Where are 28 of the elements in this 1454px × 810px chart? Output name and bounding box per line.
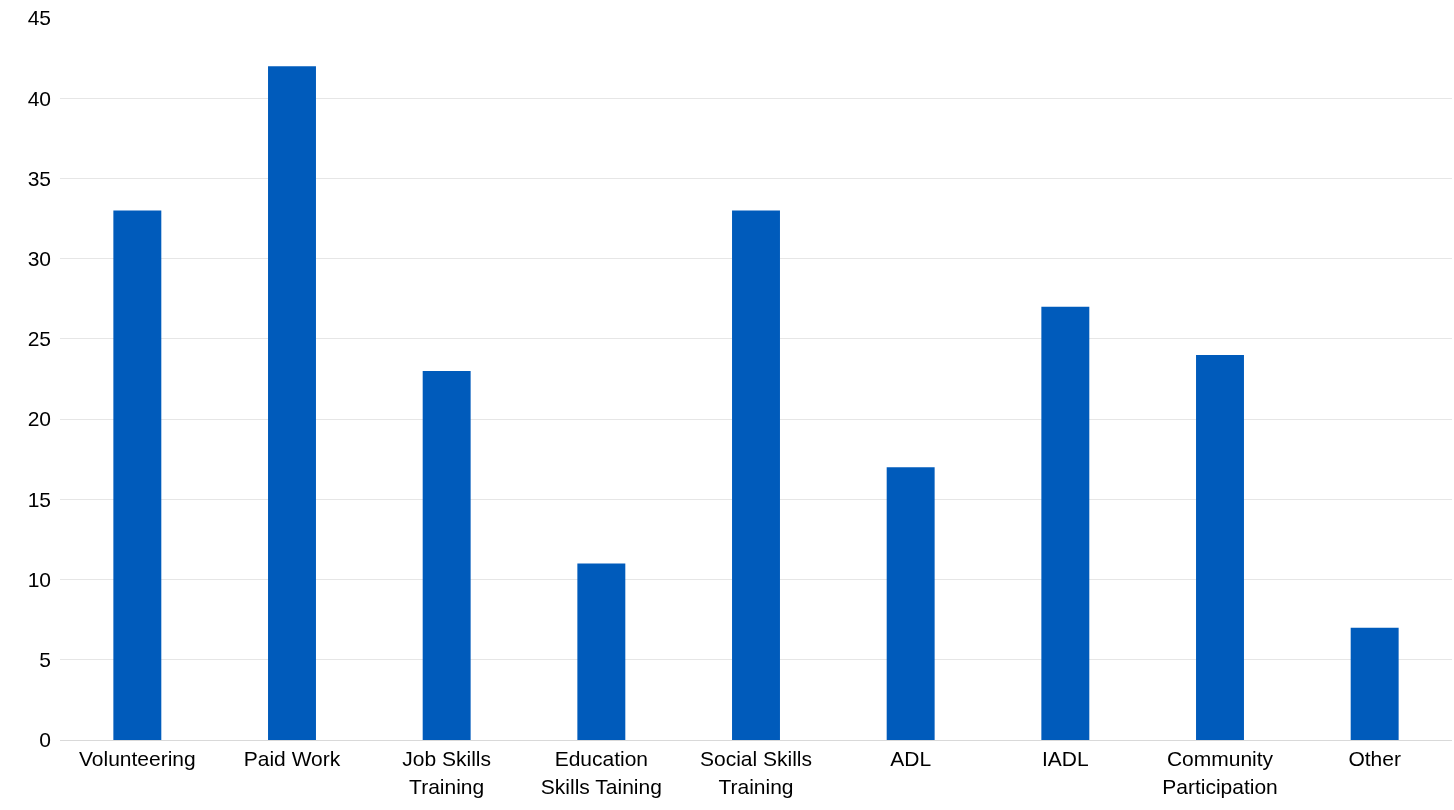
y-tick-label: 0 bbox=[39, 728, 51, 752]
y-tick-label: 20 bbox=[27, 407, 51, 431]
y-tick-label: 35 bbox=[27, 166, 51, 190]
bar bbox=[113, 210, 162, 740]
x-tick-label: Education Skills Taining bbox=[540, 747, 662, 798]
y-tick-label: 40 bbox=[27, 86, 51, 110]
y-tick-label: 25 bbox=[27, 327, 51, 351]
y-tick-label: 45 bbox=[27, 6, 51, 30]
x-tick-label: Other bbox=[1348, 747, 1401, 771]
bar bbox=[1350, 627, 1399, 740]
bar bbox=[732, 210, 780, 740]
x-tick-label: Job Skills Training bbox=[402, 747, 492, 798]
bar bbox=[886, 467, 935, 740]
x-tick-label: Volunteering bbox=[78, 747, 196, 771]
bar bbox=[1196, 354, 1244, 740]
y-tick-label: 10 bbox=[27, 567, 51, 591]
bar bbox=[422, 370, 471, 740]
x-tick-label: ADL bbox=[890, 747, 932, 771]
bar bbox=[1041, 306, 1090, 740]
x-tick-label: IADL bbox=[1041, 747, 1089, 771]
y-tick-label: 15 bbox=[27, 487, 51, 511]
y-tick-label: 30 bbox=[27, 247, 51, 271]
y-tick-label: 5 bbox=[39, 648, 51, 672]
bar bbox=[268, 66, 316, 740]
bar bbox=[577, 563, 626, 740]
x-tick-label: Community Participation bbox=[1162, 747, 1278, 798]
x-tick-label: Paid Work bbox=[243, 747, 341, 771]
x-tick-label: Social Skills Training bbox=[699, 747, 813, 798]
